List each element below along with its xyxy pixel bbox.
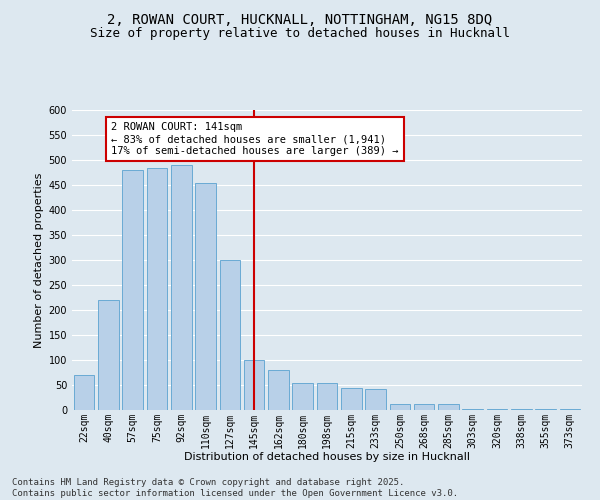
Bar (171, 165, 191, 410)
Bar (463, 408, 483, 410)
Text: 2 ROWAN COURT: 141sqm
← 83% of detached houses are smaller (1,941)
17% of semi-d: 2 ROWAN COURT: 141sqm ← 83% of detached … (111, 122, 398, 156)
Bar (560, 408, 580, 410)
Bar (268, 370, 289, 410)
Bar (487, 408, 508, 410)
Bar (535, 408, 556, 410)
Bar (341, 388, 362, 410)
Bar (365, 389, 386, 410)
Bar (317, 382, 337, 410)
Y-axis label: Number of detached properties: Number of detached properties (34, 172, 44, 348)
Bar (244, 360, 265, 410)
Bar (389, 404, 410, 410)
Bar (220, 260, 240, 410)
Text: Size of property relative to detached houses in Hucknall: Size of property relative to detached ho… (90, 28, 510, 40)
X-axis label: Distribution of detached houses by size in Hucknall: Distribution of detached houses by size … (184, 452, 470, 462)
Bar (292, 382, 313, 410)
Bar (98, 300, 119, 410)
Bar (414, 404, 434, 410)
Bar (74, 375, 94, 410)
Bar (195, 182, 216, 410)
Bar (146, 168, 167, 410)
Text: 2, ROWAN COURT, HUCKNALL, NOTTINGHAM, NG15 8DQ: 2, ROWAN COURT, HUCKNALL, NOTTINGHAM, NG… (107, 12, 493, 26)
Text: Contains HM Land Registry data © Crown copyright and database right 2025.
Contai: Contains HM Land Registry data © Crown c… (12, 478, 458, 498)
Bar (511, 408, 532, 410)
Bar (122, 170, 143, 410)
Bar (438, 404, 459, 410)
